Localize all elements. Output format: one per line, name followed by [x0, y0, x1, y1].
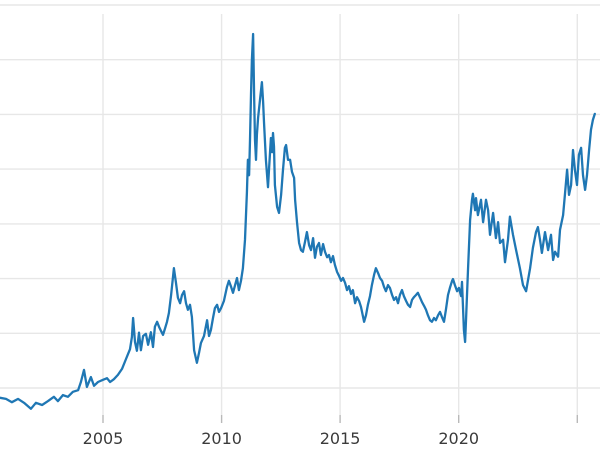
data-series-line: [0, 32, 596, 410]
x-tick-label-2020: 2020: [438, 429, 480, 448]
x-tick-label-2010: 2010: [201, 429, 242, 448]
x-tick-label-2005: 2005: [82, 429, 124, 448]
x-tick-label-2015: 2015: [319, 429, 361, 448]
